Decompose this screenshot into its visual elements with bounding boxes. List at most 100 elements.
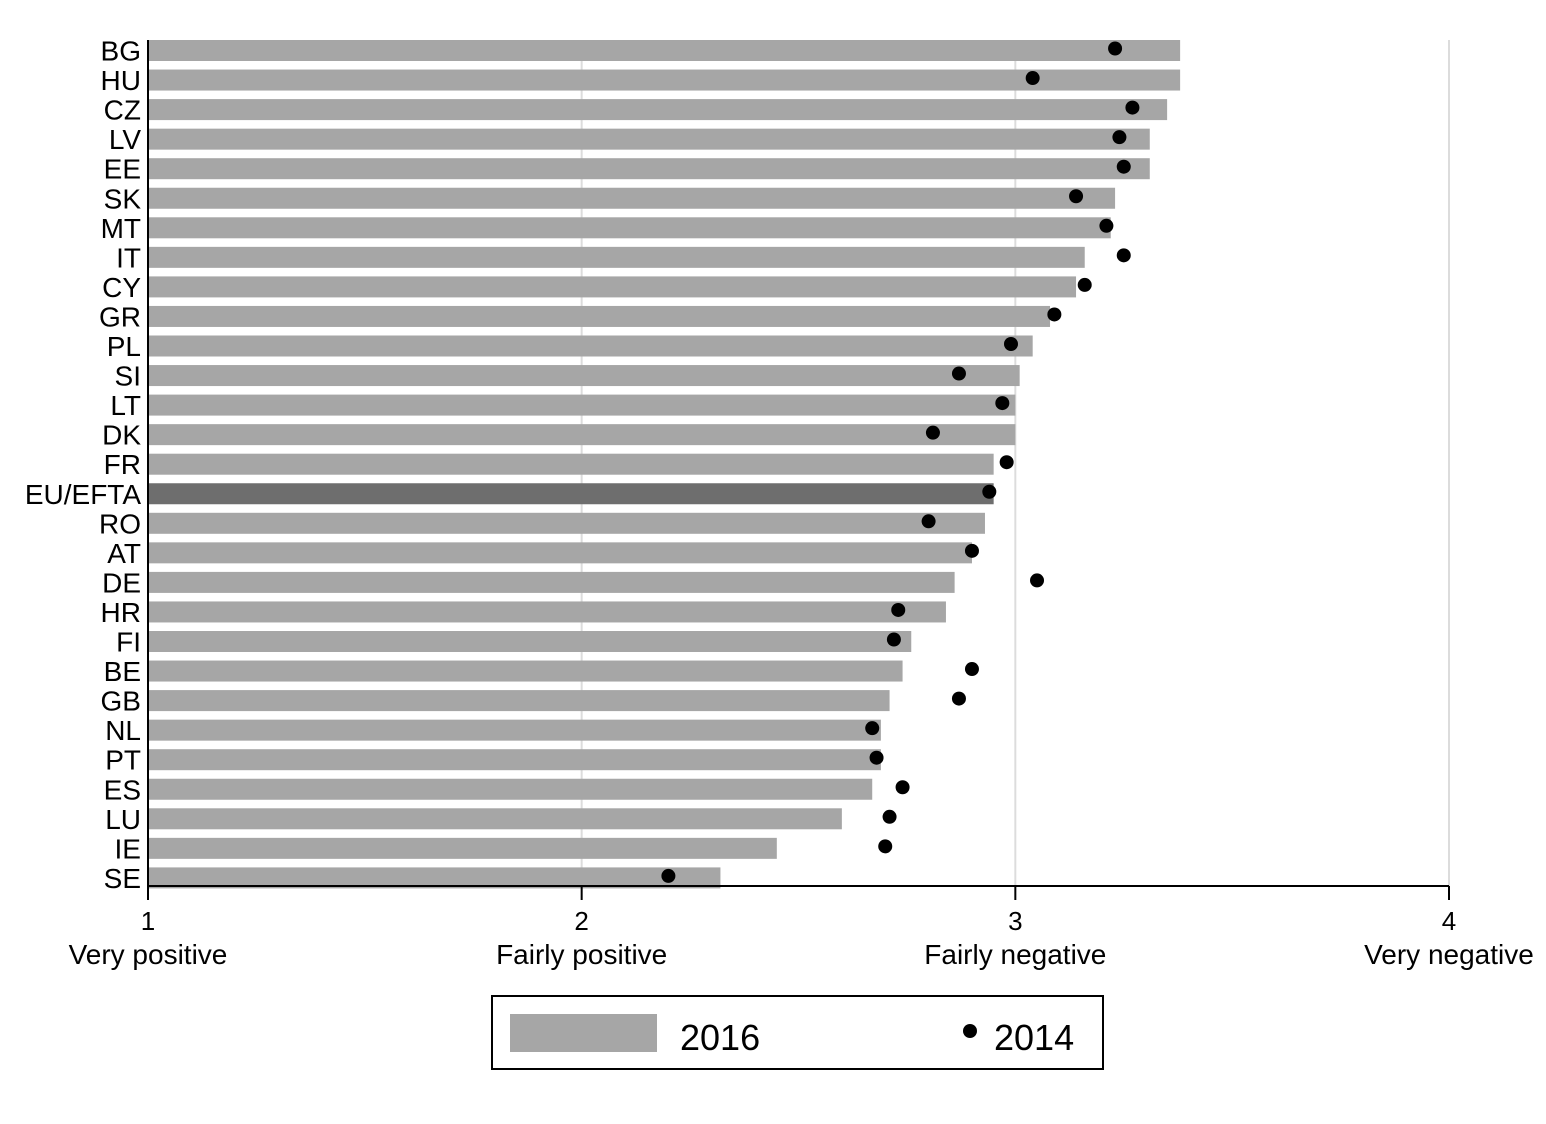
dot — [865, 721, 880, 736]
category-label: LV — [109, 124, 141, 155]
dot — [964, 543, 979, 558]
dot — [921, 514, 936, 529]
axes — [147, 40, 1449, 887]
dots-2014 — [661, 41, 1140, 883]
dot — [1077, 277, 1092, 292]
bar — [148, 867, 721, 889]
category-label: PT — [105, 745, 141, 776]
bar — [148, 542, 972, 564]
category-label: DE — [102, 567, 141, 598]
category-label: NL — [105, 715, 141, 746]
x-tick-description: Very positive — [69, 939, 228, 970]
category-label: SE — [104, 863, 141, 894]
bar — [148, 365, 1020, 387]
category-label: CY — [102, 272, 141, 303]
category-label: HR — [101, 597, 141, 628]
category-label: LU — [105, 804, 141, 835]
x-tick-label: 1 — [141, 906, 155, 936]
dot — [999, 455, 1014, 470]
category-label: BG — [101, 36, 141, 67]
dot — [882, 809, 897, 824]
dot — [878, 839, 893, 854]
dot — [951, 691, 966, 706]
bar — [148, 276, 1077, 298]
x-tick-description: Fairly negative — [924, 939, 1106, 970]
dot — [1108, 41, 1123, 56]
legend-label-2016: 2016 — [680, 1017, 760, 1058]
bar — [148, 719, 881, 741]
x-tick-description: Fairly positive — [496, 939, 667, 970]
bar — [148, 69, 1181, 91]
category-label: EE — [104, 154, 141, 185]
category-label: LT — [110, 390, 141, 421]
bar — [148, 631, 912, 652]
legend: 2016 2014 — [491, 995, 1104, 1070]
category-label: RO — [99, 508, 141, 539]
dot — [1069, 189, 1084, 204]
dot — [1025, 71, 1040, 86]
bar — [148, 837, 777, 859]
bar — [148, 305, 1051, 327]
bars-2016 — [148, 40, 1181, 889]
dot — [891, 602, 906, 617]
bar — [148, 128, 1150, 150]
bar — [148, 217, 1111, 239]
bar — [148, 778, 873, 800]
bar — [148, 40, 1181, 61]
category-label: GB — [101, 686, 141, 717]
dot — [982, 484, 997, 499]
dot — [925, 425, 940, 440]
dot — [661, 868, 676, 883]
category-label: EU/EFTA — [25, 479, 141, 510]
dot — [895, 780, 910, 795]
dot — [869, 750, 884, 765]
bar — [148, 99, 1168, 121]
category-label: IE — [115, 833, 141, 864]
bar — [148, 571, 955, 593]
dot — [1112, 130, 1127, 145]
category-label: SK — [104, 183, 142, 214]
bar — [148, 690, 890, 712]
dot — [1047, 307, 1062, 322]
dot — [1116, 248, 1131, 263]
dot — [995, 396, 1010, 411]
category-label: AT — [107, 538, 141, 569]
category-label: FR — [104, 449, 141, 480]
x-tick-label: 2 — [574, 906, 588, 936]
category-label: IT — [116, 242, 141, 273]
bar — [148, 660, 903, 682]
bar — [148, 512, 985, 534]
category-label: PL — [107, 331, 141, 362]
bar — [148, 158, 1150, 180]
bar — [148, 749, 881, 771]
bar — [148, 483, 994, 505]
dot — [1125, 100, 1140, 115]
bar — [148, 424, 1016, 446]
category-label: GR — [99, 301, 141, 332]
legend-label-2014: 2014 — [994, 1017, 1074, 1058]
bar — [148, 246, 1085, 268]
x-tick-label: 3 — [1008, 906, 1022, 936]
dot — [1003, 337, 1018, 351]
category-label: BE — [104, 656, 141, 687]
category-labels: BGHUCZLVEESKMTITCYGRPLSILTDKFREU/EFTAROA… — [25, 36, 141, 894]
category-label: HU — [101, 65, 141, 96]
bar — [148, 335, 1033, 357]
category-label: CZ — [104, 95, 141, 126]
dot — [1030, 573, 1045, 588]
dot — [1116, 159, 1131, 174]
category-label: SI — [115, 361, 141, 392]
bar — [148, 453, 994, 475]
category-label: FI — [116, 627, 141, 658]
bar — [148, 808, 842, 830]
x-tick-label: 4 — [1442, 906, 1456, 936]
dot — [886, 632, 901, 647]
dot — [964, 662, 979, 677]
category-label: MT — [101, 213, 141, 244]
category-label: ES — [104, 774, 141, 805]
bar — [148, 601, 946, 623]
bar — [148, 187, 1116, 209]
bar — [148, 394, 1016, 416]
